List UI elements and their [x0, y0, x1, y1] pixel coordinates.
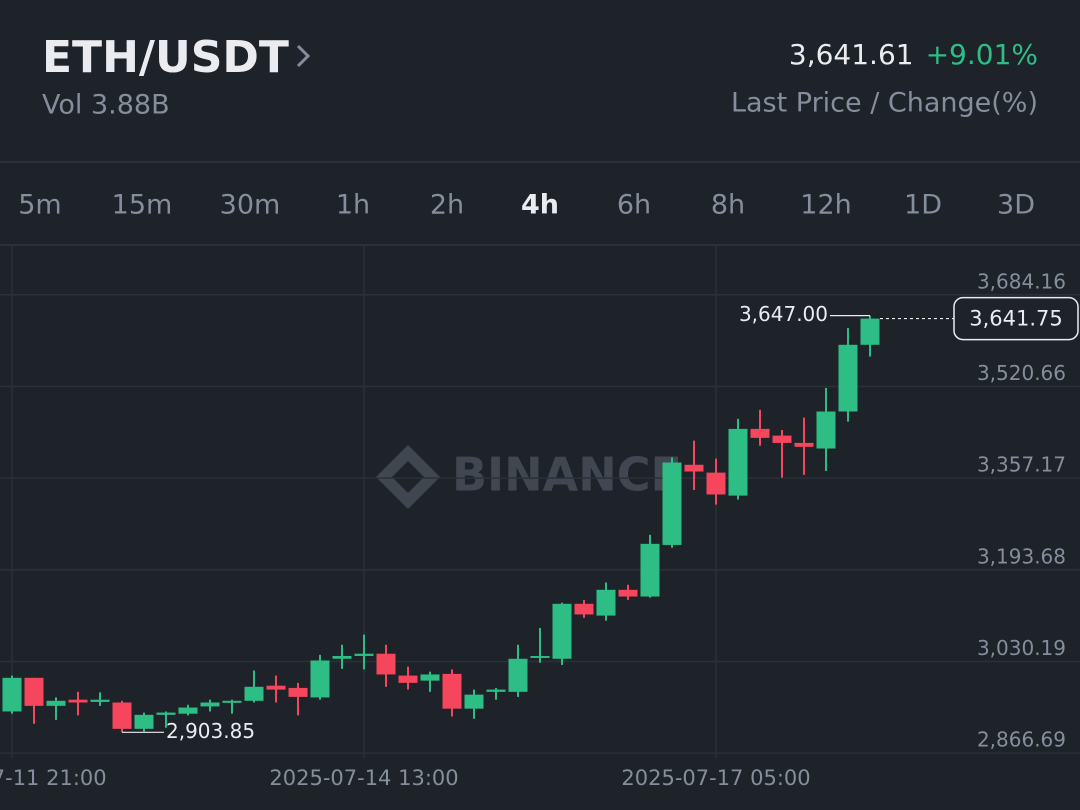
- candle-body: [398, 675, 418, 683]
- interval-tab[interactable]: 1D: [904, 190, 942, 221]
- candle-body: [728, 428, 748, 496]
- candle-body: [288, 687, 308, 697]
- interval-tab[interactable]: 15m: [112, 190, 173, 221]
- watermark: BINANCE: [376, 445, 682, 509]
- x-tick-label: 2025-07-17 05:00: [621, 766, 810, 790]
- candle-body: [178, 707, 198, 714]
- volume: Vol 3.88B: [42, 90, 170, 121]
- candle-body: [574, 603, 594, 615]
- candle-body: [200, 702, 220, 707]
- interval-tab[interactable]: 5m: [18, 190, 61, 221]
- candle-body: [552, 603, 572, 659]
- candle-body: [332, 655, 352, 659]
- candle-body: [266, 685, 286, 690]
- chevron-icon[interactable]: [296, 44, 311, 68]
- candle-body: [68, 699, 88, 703]
- candle-body: [640, 543, 660, 597]
- candle-body: [90, 699, 110, 702]
- candle-body: [244, 686, 264, 701]
- last-price-label: 3,641.75: [969, 307, 1063, 331]
- candle-body: [706, 472, 726, 495]
- watermark-logo: [376, 445, 440, 509]
- candle-body: [684, 464, 704, 472]
- candle-body: [750, 428, 770, 438]
- candle-body: [530, 655, 550, 658]
- price-line: 3,641.61 +9.01%: [789, 38, 1038, 71]
- candle-body: [134, 714, 154, 729]
- y-tick-label: 3,193.68: [977, 544, 1066, 568]
- x-tick-label: 2025-07-11 21:00: [0, 766, 107, 790]
- last-price: 3,641.61: [789, 38, 914, 71]
- y-tick-label: 3,357.17: [977, 453, 1066, 477]
- last-price-badge: [953, 296, 1079, 341]
- candle-body: [772, 435, 792, 443]
- interval-tabs: 5m 15m 30m 1h 2h 4h 6h 8h 12h 1D 3D: [18, 190, 1035, 221]
- y-tick-label: 3,684.16: [977, 269, 1066, 293]
- price-caption: Last Price / Change(%): [731, 88, 1038, 119]
- y-tick-label: 3,030.19: [977, 636, 1066, 660]
- pair-title[interactable]: ETH/USDT: [42, 32, 289, 83]
- interval-tab[interactable]: 8h: [711, 190, 745, 221]
- interval-tab[interactable]: 6h: [617, 190, 651, 221]
- watermark-text: BINANCE: [452, 448, 682, 502]
- x-tick-label: 2025-07-14 13:00: [269, 766, 458, 790]
- candle-body: [794, 442, 814, 447]
- candle-body: [156, 712, 176, 715]
- candle-body: [464, 694, 484, 709]
- candle-body: [442, 673, 462, 709]
- candle-body: [354, 653, 374, 656]
- candle-body: [508, 658, 528, 692]
- candle-body: [596, 589, 616, 616]
- candle-body: [2, 677, 22, 712]
- max-label: 3,647.00: [739, 302, 828, 326]
- interval-tab[interactable]: 2h: [430, 190, 464, 221]
- candle-body: [376, 653, 396, 675]
- candle-body: [420, 674, 440, 681]
- candle-body: [662, 462, 682, 545]
- candle-body: [112, 702, 132, 729]
- y-tick-label: 2,866.69: [977, 728, 1066, 752]
- candle-body: [486, 689, 506, 692]
- interval-tab[interactable]: 30m: [220, 190, 281, 221]
- y-tick-label: 3,520.66: [977, 361, 1066, 385]
- interval-tab[interactable]: 12h: [800, 190, 851, 221]
- candle-body: [24, 677, 44, 706]
- candle-body: [838, 344, 858, 412]
- interval-tab[interactable]: 1h: [336, 190, 370, 221]
- min-label: 2,903.85: [166, 719, 255, 743]
- candle-body: [618, 589, 638, 597]
- candle-body: [222, 700, 242, 703]
- candle-body: [816, 411, 836, 449]
- change: +9.01%: [926, 38, 1038, 71]
- plot: 3,684.16 3,520.66 3,357.17 3,193.68 3,030.19…: [0, 245, 1080, 790]
- candle-body: [46, 700, 66, 706]
- candle-body: [310, 660, 330, 698]
- candle-body: [860, 318, 880, 345]
- interval-tab[interactable]: 4h: [521, 190, 559, 221]
- interval-tab[interactable]: 3D: [997, 190, 1035, 221]
